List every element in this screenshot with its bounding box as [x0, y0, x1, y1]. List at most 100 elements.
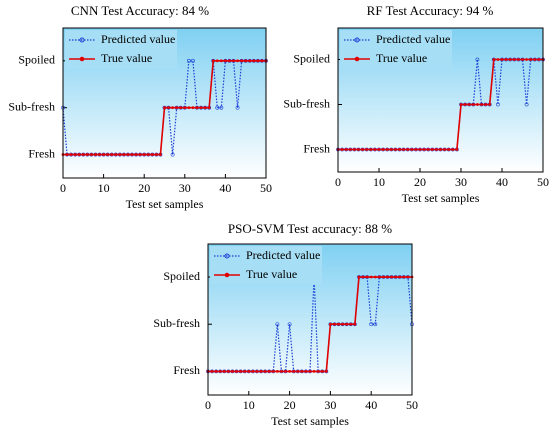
true-point	[130, 153, 134, 156]
true-point	[459, 103, 463, 106]
true-point	[210, 370, 214, 373]
true-point	[455, 148, 459, 151]
true-point	[382, 275, 385, 279]
true-point	[110, 153, 114, 156]
true-point	[402, 148, 406, 151]
true-point	[203, 106, 207, 110]
true-point	[240, 59, 244, 63]
true-point	[447, 148, 451, 151]
true-point	[426, 148, 430, 151]
true-point	[337, 322, 340, 326]
true-point	[138, 153, 142, 156]
x-axis-label: Test set samples	[271, 414, 349, 428]
x-tick-label: 50	[406, 398, 418, 412]
true-point	[255, 370, 259, 373]
true-point	[369, 275, 373, 279]
legend-marker	[79, 56, 85, 62]
true-point	[451, 148, 455, 151]
predicted-point	[275, 322, 280, 327]
true-point	[365, 275, 369, 279]
true-point	[349, 322, 353, 326]
true-point	[284, 370, 287, 373]
chart-title: CNN Test Accuracy: 84 %	[71, 3, 209, 18]
true-point	[377, 148, 381, 151]
true-point	[296, 370, 300, 373]
true-point	[259, 370, 263, 373]
x-tick-label: 0	[335, 175, 341, 189]
true-point	[81, 153, 85, 156]
true-point	[500, 58, 504, 61]
true-point	[280, 370, 283, 373]
true-point	[365, 148, 369, 151]
y-tick-label: Spoiled	[163, 269, 200, 283]
true-point	[353, 322, 357, 326]
true-point	[222, 370, 226, 373]
true-point	[218, 370, 222, 373]
true-point	[418, 148, 422, 151]
true-point	[414, 148, 418, 151]
true-point	[179, 106, 183, 110]
true-point	[239, 370, 243, 373]
true-point	[267, 370, 271, 373]
legend-label: True value	[101, 51, 152, 65]
true-point	[150, 153, 154, 156]
predicted-point	[191, 58, 195, 63]
legend-label: True value	[376, 51, 427, 65]
true-point	[377, 275, 381, 279]
true-point	[134, 153, 138, 156]
x-tick-label: 10	[243, 398, 255, 412]
plot-frame	[62, 27, 267, 179]
true-point	[304, 370, 308, 373]
true-point	[352, 148, 356, 151]
true-point	[223, 59, 227, 63]
true-point	[154, 153, 158, 156]
true-point	[236, 59, 239, 63]
true-point	[199, 106, 203, 110]
true-point	[98, 153, 101, 156]
x-axis-label: Test set samples	[126, 197, 204, 211]
predicted-point	[373, 322, 378, 327]
legend-box	[340, 30, 452, 68]
x-tick-label: 10	[373, 175, 385, 189]
true-point	[410, 148, 414, 151]
true-point	[517, 58, 520, 61]
true-point	[146, 153, 150, 156]
true-point	[73, 153, 77, 156]
y-tick-label: Sub-fresh	[283, 96, 330, 110]
chart-title: PSO-SVM Test accuracy: 88 %	[228, 221, 392, 236]
true-point	[122, 153, 126, 156]
true-point	[183, 106, 187, 110]
true-point	[394, 275, 398, 279]
true-point	[361, 275, 365, 279]
true-point	[496, 58, 500, 61]
true-point	[463, 103, 467, 106]
true-point	[348, 148, 352, 151]
true-point	[357, 148, 360, 151]
legend-box	[210, 246, 322, 284]
true-point	[207, 106, 211, 110]
true-point	[142, 153, 146, 156]
true-point	[163, 106, 166, 110]
true-point	[488, 103, 492, 106]
true-point	[529, 58, 533, 61]
true-point	[288, 370, 292, 373]
true-point	[292, 370, 296, 373]
true-point	[251, 370, 255, 373]
true-point	[406, 148, 410, 151]
x-tick-label: 40	[219, 181, 231, 195]
legend-marker	[79, 37, 85, 43]
plot-frame	[207, 243, 413, 396]
plot-frame	[337, 27, 544, 173]
true-point	[171, 106, 175, 110]
true-point	[521, 58, 524, 61]
x-tick-label: 20	[414, 175, 426, 189]
legend-marker	[354, 56, 360, 62]
true-point	[256, 59, 260, 63]
true-point	[247, 370, 251, 373]
true-point	[235, 370, 238, 373]
true-point	[480, 103, 483, 106]
true-point	[65, 153, 69, 156]
true-point	[333, 322, 336, 326]
true-point	[328, 322, 332, 326]
true-point	[475, 103, 479, 106]
